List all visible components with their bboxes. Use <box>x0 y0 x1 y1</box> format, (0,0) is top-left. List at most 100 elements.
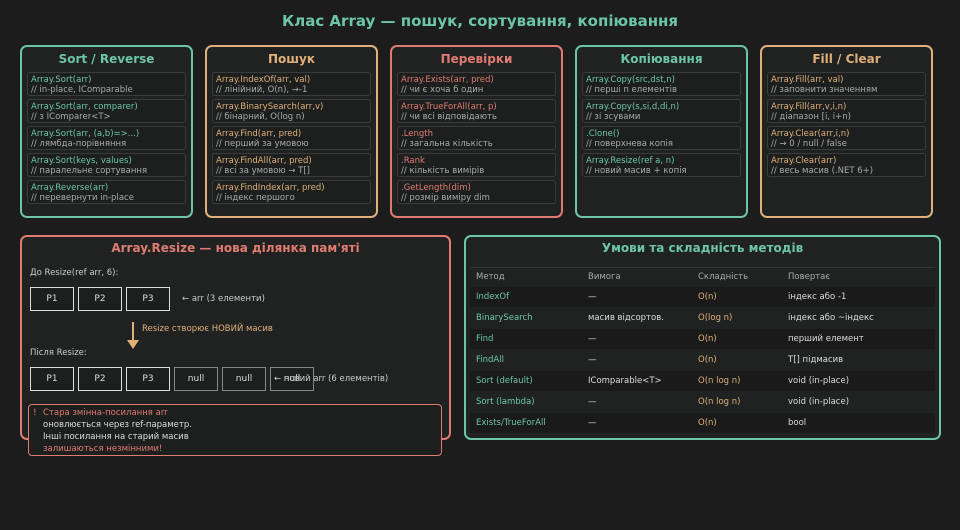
array-cell: null <box>222 367 266 391</box>
method-note: // зі зсувами <box>586 112 641 122</box>
method-code: Array.TrueForAll(arr, p) <box>401 102 497 112</box>
table-cell: O(n log n) <box>698 397 741 407</box>
method-item: Array.Reverse(arr)// перевернути in-plac… <box>27 180 186 204</box>
table-cell: IndexOf <box>476 292 510 302</box>
table-cell: — <box>588 292 597 302</box>
method-note: // лямбда-порівняння <box>31 139 127 149</box>
method-note: // in-place, IComparable <box>31 85 133 95</box>
array-cell: P3 <box>126 367 170 391</box>
method-code: Array.Resize(ref a, n) <box>586 156 675 166</box>
method-item: Array.BinarySearch(arr,v)// бінарний, O(… <box>212 99 371 123</box>
table-row: Exists/TrueForAll — O(n) bool <box>470 413 935 433</box>
method-item: Array.Copy(src,dst,n)// перші n елементі… <box>582 72 741 96</box>
table-cell: O(n) <box>698 334 717 344</box>
card-title: Sort / Reverse <box>58 52 155 66</box>
table-cell: Sort (default) <box>476 376 533 386</box>
method-note: // з IComparer<T> <box>31 112 111 122</box>
method-note: // розмір виміру dim <box>401 193 490 203</box>
method-code: Array.FindAll(arr, pred) <box>216 156 312 166</box>
arrow-label: Resize створює НОВИЙ масив <box>142 324 273 334</box>
method-code: Array.Sort(keys, values) <box>31 156 132 166</box>
table-cell: — <box>588 418 597 428</box>
column-header: Вимога <box>588 272 621 282</box>
array-cell: P2 <box>78 287 122 311</box>
method-item: Array.Fill(arr,v,i,n)// діапазон [i, i+n… <box>767 99 926 123</box>
resize-panel: Array.Resize — нова ділянка пам'яті До Re… <box>20 235 451 456</box>
method-note: // перші n елементів <box>586 85 677 95</box>
method-note: // перший за умовою <box>216 139 309 149</box>
method-note: // діапазон [i, i+n) <box>771 112 851 122</box>
method-note: // бінарний, O(log n) <box>216 112 305 122</box>
after-pointer: ← новий arr (6 елементів) <box>274 374 389 384</box>
warning-line: залишаються незмінними! <box>43 444 163 454</box>
method-note: // чи всі відповідають <box>401 112 498 122</box>
warning-box: ! Стара змінна-посилання arr оновлюється ч… <box>28 404 442 456</box>
card-title: Копіювання <box>620 52 703 66</box>
table-cell: void (in-place) <box>788 376 850 386</box>
table-cell: Exists/TrueForAll <box>476 418 546 428</box>
method-code: Array.Find(arr, pred) <box>216 129 302 139</box>
method-item: Array.Sort(arr, comparer)// з IComparer<… <box>27 99 186 123</box>
table-row: IndexOf — O(n) індекс або -1 <box>470 287 935 307</box>
method-item: Array.Sort(keys, values)// паралельне со… <box>27 153 186 177</box>
method-code: Array.Fill(arr,v,i,n) <box>771 102 847 112</box>
table-cell: перший елемент <box>788 334 864 344</box>
method-item: Array.Clear(arr)// весь масив (.NET 6+) <box>767 153 926 177</box>
array-cell: null <box>174 367 218 391</box>
table-cell: O(n) <box>698 355 717 365</box>
method-code: Array.Sort(arr, (a,b)=>...) <box>31 129 140 139</box>
method-card: Fill / Clear Array.Fill(arr, val)// запов… <box>760 45 933 218</box>
method-item: Array.FindAll(arr, pred)// всі за умовою… <box>212 153 371 177</box>
method-note: // всі за умовою → T[] <box>216 166 310 176</box>
method-note: // перевернути in-place <box>31 193 134 203</box>
method-note: // чи є хоча б один <box>401 85 484 95</box>
method-card: Копіювання Array.Copy(src,dst,n)// перші … <box>575 45 748 218</box>
method-item: Array.Sort(arr, (a,b)=>...)// лямбда-пор… <box>27 126 186 150</box>
table-cell: bool <box>788 418 807 428</box>
array-cell: P1 <box>30 367 74 391</box>
table-row: FindAll — O(n) T[] підмасив <box>470 350 935 370</box>
table-cell: індекс або ~індекс <box>788 313 874 323</box>
method-item: .GetLength(dim)// розмір виміру dim <box>397 180 556 204</box>
method-code: Array.Clear(arr) <box>771 156 837 166</box>
method-code: Array.Clear(arr,i,n) <box>771 129 850 139</box>
array-cell: P1 <box>30 287 74 311</box>
method-item: Array.Sort(arr)// in-place, IComparable <box>27 72 186 96</box>
table-cell: — <box>588 397 597 407</box>
method-code: Array.FindIndex(arr, pred) <box>216 183 325 193</box>
method-item: Array.Find(arr, pred)// перший за умовою <box>212 126 371 150</box>
method-code: Array.Exists(arr, pred) <box>401 75 494 85</box>
table-cell: void (in-place) <box>788 397 850 407</box>
method-item: Array.Copy(s,si,d,di,n)// зі зсувами <box>582 99 741 123</box>
table-header: Метод Вимога Складність Повертає <box>470 267 935 288</box>
table-row: BinarySearch масив відсортов. O(log n) інде… <box>470 308 935 328</box>
method-code: Array.Copy(s,si,d,di,n) <box>586 102 680 112</box>
column-header: Метод <box>476 272 505 282</box>
method-item: Array.IndexOf(arr, val)// лінійний, O(n)… <box>212 72 371 96</box>
method-code: Array.Fill(arr, val) <box>771 75 844 85</box>
method-code: Array.BinarySearch(arr,v) <box>216 102 324 112</box>
method-item: .Rank// кількість вимірів <box>397 153 556 177</box>
table-cell: T[] підмасив <box>788 355 844 365</box>
method-code: Array.Copy(src,dst,n) <box>586 75 675 85</box>
method-note: // загальна кількість <box>401 139 493 149</box>
method-item: .Length// загальна кількість <box>397 126 556 150</box>
method-note: // лінійний, O(n), →-1 <box>216 85 308 95</box>
table-cell: O(n log n) <box>698 376 741 386</box>
method-item: .Clone()// поверхнева копія <box>582 126 741 150</box>
method-card: Sort / Reverse Array.Sort(arr)// in-place… <box>20 45 193 218</box>
table-cell: індекс або -1 <box>788 292 847 302</box>
card-title: Перевірки <box>440 52 513 66</box>
card-title: Пошук <box>268 52 315 66</box>
method-item: Array.Resize(ref a, n)// новий масив + к… <box>582 153 741 177</box>
panel-title: Array.Resize — нова ділянка пам'яті <box>111 241 360 255</box>
table-cell: O(n) <box>698 418 717 428</box>
method-note: // заповнити значенням <box>771 85 878 95</box>
before-label: До Resize(ref arr, 6): <box>30 268 119 278</box>
table-cell: BinarySearch <box>476 313 533 323</box>
array-cell: P3 <box>126 287 170 311</box>
arrow-shaft <box>132 322 134 342</box>
method-note: // кількість вимірів <box>401 166 485 176</box>
page-title: Клас Array — пошук, сортування, копіюван… <box>281 12 679 30</box>
